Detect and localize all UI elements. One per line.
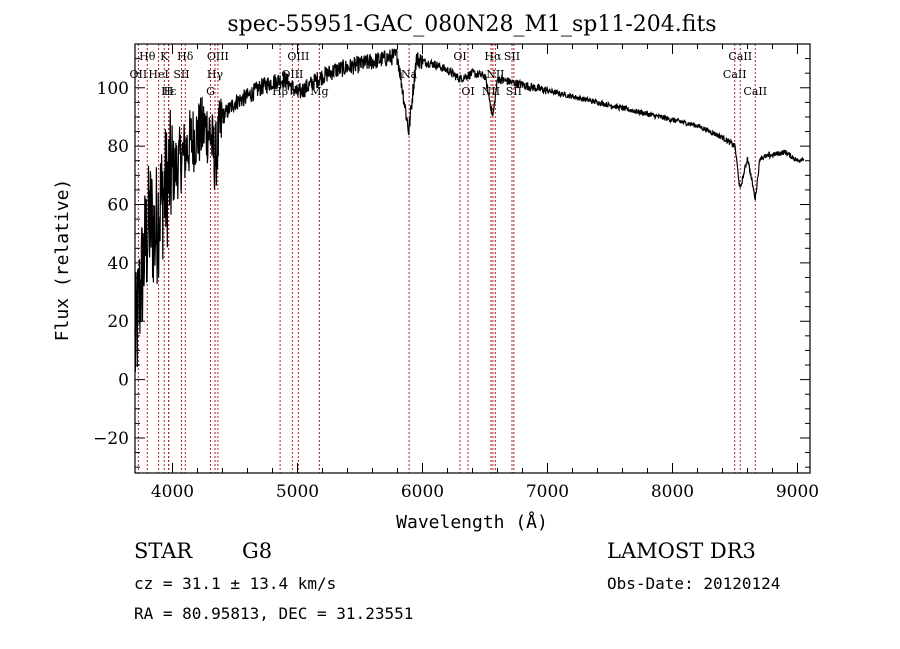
y-tick-label-3: 40 [107,254,129,274]
line-marker-label-19: G [206,85,215,98]
line-marker-label-1: K [160,50,169,63]
x-tick-label-3: 7000 [526,482,569,502]
y-axis-label: Flux (relative) [52,179,73,342]
line-marker-label-5: OI [453,50,466,63]
line-marker-label-25: CaII [743,85,767,98]
line-marker-label-0: Hθ [139,50,156,63]
y-tick-label-5: 80 [107,137,129,157]
line-marker-label-12: Hγ [207,68,224,81]
line-marker-label-16: CaII [723,68,747,81]
x-tick-label-1: 5000 [276,482,319,502]
line-marker-label-14: Na [401,68,418,81]
line-marker-label-3: OIII [207,50,229,63]
object-class: STAR [134,539,193,563]
chart-title: spec-55951-GAC_080N28_M1_sp11-204.fits [227,12,716,37]
line-marker-label-18: H [164,85,174,98]
line-marker-label-23: NII [482,85,500,98]
line-marker-label-2: Hδ [177,50,194,63]
spectrum-line [134,48,805,372]
y-tick-label-2: 20 [107,312,129,332]
line-marker-label-21: Mg [310,85,328,98]
redshift-velocity: cz = 31.1 ± 13.4 km/s [134,574,337,593]
y-axis-ticks: −20 0 20 40 60 80 100 [93,58,810,468]
observation-date: Obs-Date: 20120124 [607,574,781,593]
sky-coordinates: RA = 80.95813, DEC = 31.23551 [134,604,414,623]
x-tick-label-2: 6000 [401,482,444,502]
line-marker-label-4: OIII [287,50,309,63]
line-marker-label-22: OI [461,85,474,98]
y-tick-label-6: 100 [97,79,129,99]
line-marker-lines [137,44,756,473]
y-tick-label-4: 60 [107,196,129,216]
x-tick-label-4: 8000 [651,482,694,502]
line-marker-label-9: OII [130,68,148,81]
y-tick-label-0: −20 [93,429,129,449]
line-marker-label-24: SII [506,85,522,98]
line-marker-label-7: SII [504,50,520,63]
x-axis-label: Wavelength (Å) [396,511,548,533]
line-marker-label-17: Hε [161,85,177,98]
plot-frame [134,43,811,474]
line-marker-label-11: SII [173,68,189,81]
line-marker-label-6: Hα [484,50,502,63]
line-marker-label-10: HeI [148,68,168,81]
object-subclass: G8 [242,539,273,563]
x-tick-label-5: 9000 [776,482,819,502]
line-marker-label-8: CaII [728,50,752,63]
survey-name: LAMOST DR3 [607,539,756,563]
x-axis-ticks: 4000 5000 6000 7000 8000 9000 [151,44,819,502]
y-tick-label-1: 0 [118,371,129,391]
x-tick-label-0: 4000 [151,482,194,502]
